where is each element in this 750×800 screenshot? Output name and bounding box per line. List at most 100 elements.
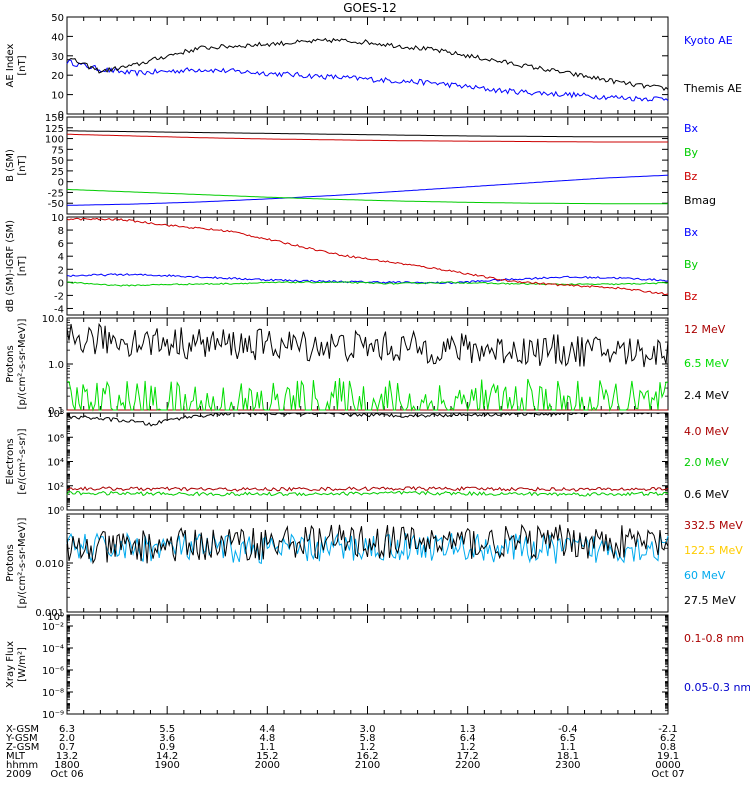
y-tick-label: 20: [51, 71, 64, 82]
y-tick-label: 10.0: [42, 314, 64, 325]
footer-row-label: X-GSM: [6, 724, 39, 735]
series-line-bx: [66, 174, 669, 206]
y-tick-label: 100: [45, 135, 64, 146]
legend-themis-ae: Themis AE: [683, 82, 742, 95]
footer-cell: 1.1: [259, 742, 275, 753]
y-tick-label: 50: [51, 156, 64, 167]
legend-2-0-mev: 2.0 MeV: [684, 456, 729, 469]
panel-4: 0.1 1.0 10.0 Protons [p/(cm²-s-sr-MeV)] 12 Me…: [5, 314, 729, 417]
legend-bz: Bz: [684, 170, 698, 183]
series-line-themis-ae: [67, 37, 669, 91]
footer-cell: 6.2: [660, 733, 676, 744]
y-axis-label: [e/(cm²-s-sr)]: [17, 428, 28, 494]
footer-cell: Oct 07: [651, 769, 684, 780]
footer-cell: 0000: [655, 760, 680, 771]
y-tick-label: 75: [51, 145, 64, 156]
y-axis-label: [nT]: [17, 256, 28, 276]
legend-bx: Bx: [684, 226, 699, 239]
footer-row-label: hhmm: [6, 760, 38, 771]
y-tick-label: 30: [51, 52, 64, 63]
y-axis-label: B (SM): [5, 149, 16, 182]
footer-cell: 2300: [555, 760, 580, 771]
legend-4-0-mev: 4.0 MeV: [684, 425, 729, 438]
y-tick-label: 150: [45, 113, 64, 124]
panel-frame: [66, 614, 669, 715]
series-line-bz: [66, 217, 669, 295]
y-axis-label: [W/m²]: [17, 647, 28, 682]
footer-cell: 14.2: [156, 751, 178, 762]
footer-cell: 19.1: [657, 751, 679, 762]
legend-12-mev: 12 MeV: [684, 323, 726, 336]
footer-cell: 2.0: [59, 733, 75, 744]
footer-cell: Oct 06: [50, 769, 83, 780]
footer-row-label: Z-GSM: [6, 742, 39, 753]
series-line-kyoto-ae: [66, 59, 669, 102]
y-tick-label: 4: [58, 252, 64, 263]
series-line-6-5-mev: [67, 378, 669, 412]
legend-bx: Bx: [684, 122, 699, 135]
y-tick-label: 6: [58, 239, 64, 250]
y-tick-label: 2: [58, 265, 64, 276]
y-tick-label: 50: [51, 13, 64, 24]
panel-7: 10⁻⁹ 10⁻⁸ 10⁻⁶ 10⁻⁴ 10⁻²10⁰ Xray Flux [W/m²] 0.…: [5, 612, 750, 721]
legend-6-5-mev: 6.5 MeV: [684, 357, 729, 370]
y-tick-label: 10⁶: [47, 433, 64, 444]
footer-cell: 3.6: [159, 733, 175, 744]
series-line-bz: [66, 133, 668, 143]
y-tick-label: 0.001: [35, 608, 64, 619]
y-tick-label: 0: [58, 278, 64, 289]
series-line-60-mev: [66, 531, 669, 565]
footer-cell: -2.1: [658, 724, 678, 735]
footer-cell: 5.5: [159, 724, 175, 735]
y-axis-label: Protons: [5, 544, 16, 581]
y-axis-label: Xray Flux: [5, 641, 16, 688]
panel-6: 0.001 0.010 Protons [p/(cm²-s-sr-MeV)] 332.5…: [5, 513, 743, 619]
y-axis-label: AE Index: [5, 43, 16, 87]
series-line-2-0-mev: [66, 490, 669, 497]
footer-cell: 4.8: [259, 733, 275, 744]
legend-by: By: [684, 258, 699, 271]
y-tick-label: -25: [48, 188, 64, 199]
y-tick-label: 125: [45, 124, 64, 135]
footer-cell: 0.8: [660, 742, 676, 753]
legend-kyoto-ae: Kyoto AE: [684, 34, 733, 47]
y-tick-label: -50: [48, 199, 64, 210]
footer-cell: 5.8: [360, 733, 376, 744]
series-line-by: [66, 188, 668, 205]
footer-cell: 16.2: [356, 751, 378, 762]
footer-cell: 15.2: [256, 751, 278, 762]
series-line-27-5-mev: [66, 523, 669, 565]
footer-cell: 6.4: [460, 733, 476, 744]
y-axis-label: dB (SM)-IGRF (SM): [5, 220, 16, 312]
legend-0-1-0-8-nm: 0.1-0.8 nm: [684, 632, 744, 645]
y-axis-label: [p/(cm²-s-sr-MeV)]: [17, 318, 28, 409]
y-tick-label: 10⁻⁶: [42, 666, 64, 677]
footer-cell: 2100: [355, 760, 380, 771]
y-tick-label: 10⁻⁸: [42, 688, 64, 699]
series-line-0-6-mev: [66, 412, 669, 427]
footer-cell: 4.4: [259, 724, 275, 735]
legend-0-6-mev: 0.6 MeV: [684, 488, 729, 501]
panel-5: 10⁰ 10² 10⁴ 10⁶ 10⁸ Electrons [e/(cm²-s-sr)] 4.…: [5, 409, 729, 517]
panel-frame: [66, 16, 669, 115]
footer-row-label: 2009: [6, 769, 31, 780]
y-axis-label: [nT]: [17, 55, 28, 75]
series-line-2-4-mev: [66, 322, 669, 368]
legend-bz: Bz: [684, 290, 698, 303]
footer-cell: 18.1: [557, 751, 579, 762]
y-tick-label: -4: [54, 304, 64, 315]
y-tick-label: 10⁻⁹: [42, 710, 64, 721]
y-tick-label: 10⁻⁴: [42, 644, 64, 655]
panel-frame: [66, 216, 669, 316]
panel-1: 0 10 20 30 40 50 AE Index [nT] Kyoto AE Themis AE: [5, 13, 742, 121]
y-axis-label: Electrons: [5, 438, 16, 484]
series-line-4-0-mev: [66, 485, 669, 492]
y-tick-label: 10⁻²: [42, 622, 64, 633]
y-tick-label: 10²: [47, 482, 64, 493]
y-tick-label: 10⁴: [47, 458, 64, 469]
footer-cell: 1.2: [360, 742, 376, 753]
footer-cell: 0.9: [159, 742, 175, 753]
footer-cell: -0.4: [558, 724, 578, 735]
y-tick-label: 10: [51, 91, 64, 102]
legend-332-5-mev: 332.5 MeV: [684, 519, 743, 532]
